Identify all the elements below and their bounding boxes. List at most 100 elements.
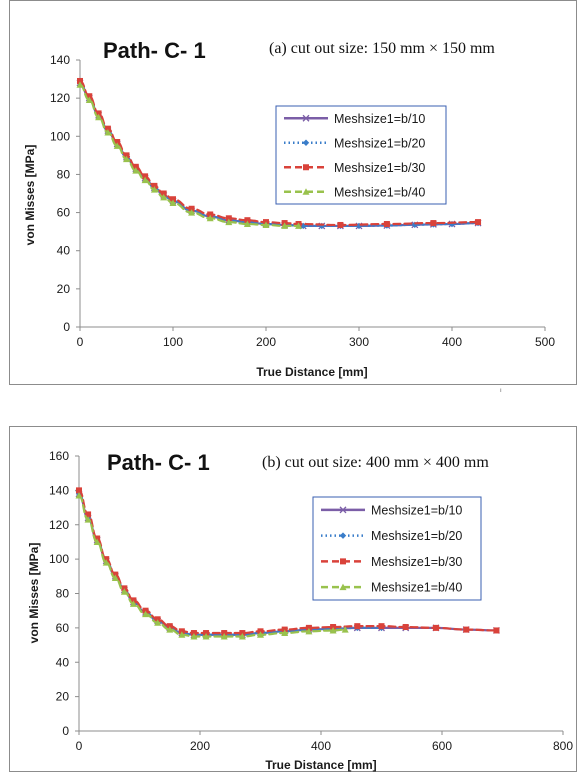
data-point [281, 629, 289, 637]
axes-b: 0 20 40 60 80 100 120 140 160 0 200 400 600 800 [49, 449, 573, 753]
chart-panel-b: Path- C- 1 (b) cut out size: 400 mm × 40… [0, 398, 577, 772]
x-tick-label: 300 [349, 335, 369, 349]
x-tick-label: 500 [535, 335, 555, 349]
data-point [257, 631, 264, 638]
y-tick-label: 140 [49, 483, 69, 497]
data-point [329, 626, 337, 634]
data-point [102, 559, 110, 566]
data-point [225, 218, 233, 226]
legend-label: Meshsize1=b/10 [334, 112, 425, 126]
y-tick-label: 100 [50, 129, 70, 143]
chart-panel-a: Path- C- 1 (a) cut out size: 150 mm × 15… [9, 0, 577, 385]
data-point [142, 610, 150, 618]
data-point [141, 176, 149, 184]
chart-svg-a: Path- C- 1 (a) cut out size: 150 mm × 15… [23, 38, 555, 379]
legend-marker [339, 532, 347, 539]
y-tick-label: 60 [56, 621, 70, 635]
data-point [383, 221, 390, 228]
y-tick-label: 160 [49, 449, 69, 463]
data-point [84, 516, 92, 523]
x-tick-label: 100 [163, 335, 183, 349]
data-point [76, 487, 82, 494]
data-point [85, 96, 93, 104]
data-point [93, 538, 101, 545]
data-point [295, 222, 303, 229]
data-point [432, 624, 439, 631]
data-point [378, 623, 385, 630]
x-axis-title-b: True Distance [mm] [265, 758, 376, 772]
legend-marker [339, 506, 347, 514]
y-tick-label: 100 [49, 552, 69, 566]
x-tick-label: 400 [442, 335, 462, 349]
legend-label: Meshsize1=b/10 [371, 503, 462, 517]
series-line [78, 79, 480, 227]
axes-a: 0 20 40 60 80 100 120 140 0 100 200 300 400 500 [50, 53, 555, 349]
data-point [85, 511, 92, 518]
panel-title-a: Path- C- 1 [103, 38, 206, 63]
y-axis-title-b: von Misses [MPa] [27, 543, 41, 644]
series-4-a [76, 81, 303, 229]
data-point [77, 77, 83, 84]
y-tick-label: 140 [50, 53, 70, 67]
series-line [77, 494, 347, 638]
data-point [150, 186, 158, 193]
data-point [132, 163, 139, 170]
data-point [207, 211, 214, 218]
x-tick-label: 200 [256, 335, 276, 349]
panel-title-b: Path- C- 1 [107, 450, 210, 475]
data-point [493, 627, 500, 634]
data-point [475, 219, 482, 226]
data-point [225, 215, 232, 222]
x-tick-label: 0 [76, 739, 83, 753]
legend-b: Meshsize1=b/10 Meshsize1=b/20 Meshsize1=b/… [312, 496, 482, 601]
legend-label: Meshsize1=b/30 [334, 161, 425, 175]
series-line [78, 83, 300, 228]
data-point [220, 632, 228, 640]
data-point [104, 125, 111, 132]
data-point [113, 142, 121, 149]
legend-marker [302, 114, 310, 122]
data-point [95, 113, 103, 121]
data-point [123, 155, 130, 163]
series-4-b [75, 492, 349, 640]
data-point [202, 632, 210, 640]
y-tick-label: 120 [49, 518, 69, 532]
data-point [463, 626, 470, 633]
legend-label: Meshsize1=b/20 [371, 529, 462, 543]
data-point [120, 588, 128, 595]
data-point [430, 220, 437, 227]
data-point [170, 196, 176, 203]
data-point [281, 222, 289, 229]
data-point [169, 199, 177, 207]
data-point [166, 626, 174, 633]
data-point [75, 492, 83, 499]
legend-label: Meshsize1=b/30 [371, 555, 462, 569]
data-point [188, 205, 195, 212]
caption-a: (a) cut out size: 150 mm × 150 mm [269, 40, 495, 57]
data-point [354, 623, 361, 630]
y-axis-title-a: von Misses [MPa] [23, 145, 37, 246]
data-point [190, 632, 198, 640]
y-tick-label: 120 [50, 91, 70, 105]
y-tick-label: 0 [62, 724, 69, 738]
data-point [160, 190, 167, 197]
x-axis-title-a: True Distance [mm] [256, 365, 367, 379]
legend-box [312, 496, 482, 601]
caption-b: (b) cut out size: 400 mm × 400 mm [262, 454, 489, 471]
data-point [142, 173, 149, 180]
x-tick-label: 400 [311, 739, 331, 753]
data-point [448, 220, 456, 228]
y-tick-label: 60 [57, 206, 71, 220]
data-point [244, 217, 251, 224]
data-point [206, 214, 214, 222]
data-point [86, 93, 93, 100]
legend-marker [302, 139, 310, 146]
data-point [305, 627, 313, 635]
y-tick-label: 80 [57, 167, 71, 181]
data-point [114, 139, 121, 146]
data-point [154, 619, 162, 626]
legend-marker [302, 188, 310, 195]
data-point [151, 182, 158, 189]
data-point [160, 193, 168, 201]
legend-label: Meshsize1=b/40 [334, 185, 425, 199]
